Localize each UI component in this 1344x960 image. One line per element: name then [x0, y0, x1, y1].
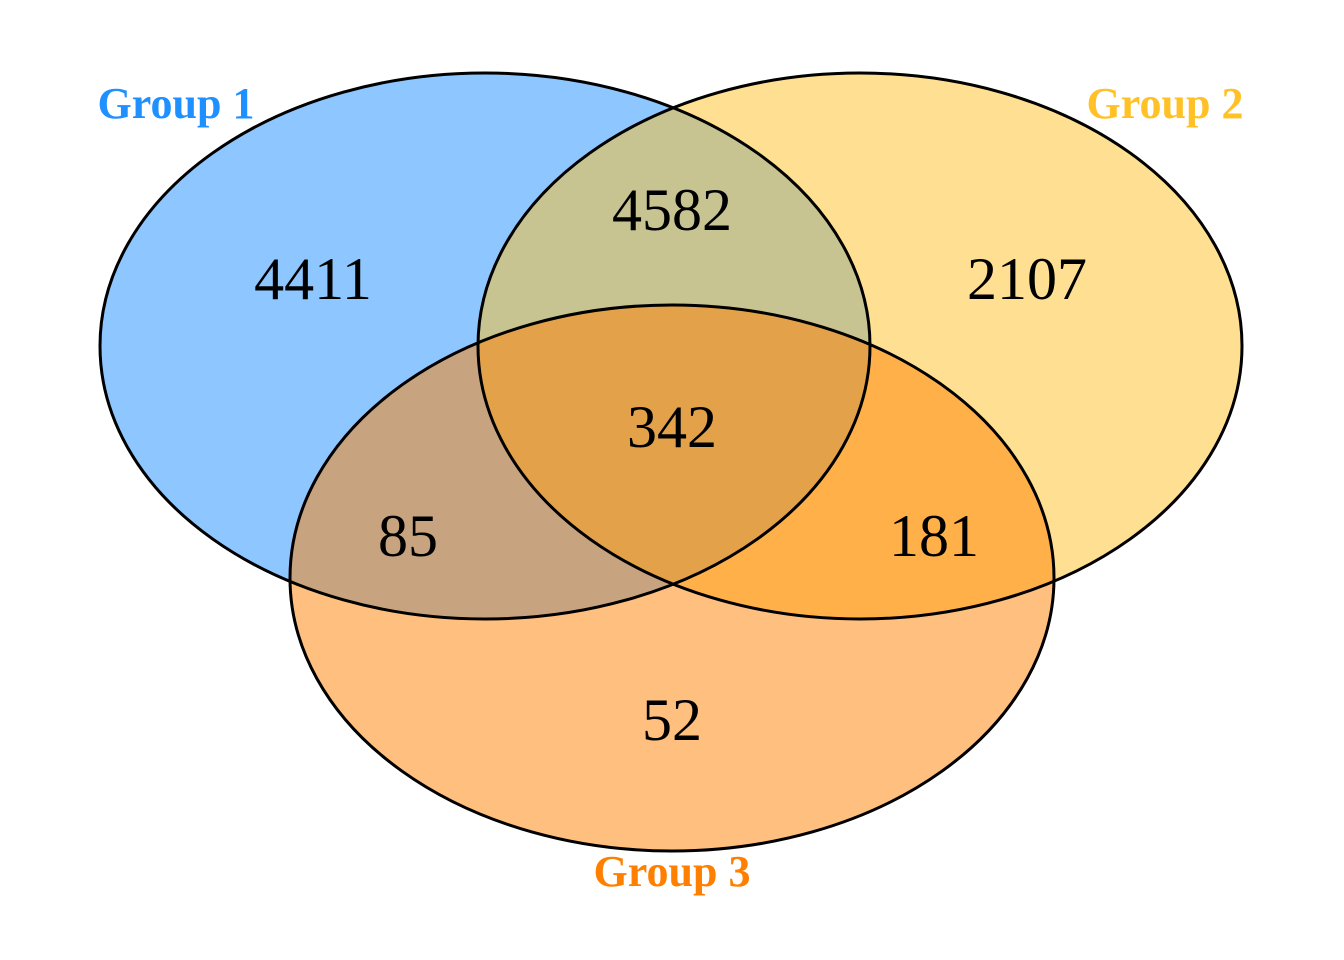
- group-1-label: Group 1: [98, 79, 255, 128]
- count-all-groups: 342: [627, 394, 717, 460]
- group-2-label: Group 2: [1087, 79, 1244, 128]
- count-group-1-3: 85: [378, 503, 438, 569]
- count-group-1-only: 4411: [254, 246, 372, 312]
- count-group-2-3: 181: [889, 503, 979, 569]
- group-3-ellipse: [290, 305, 1054, 851]
- group-3-label: Group 3: [594, 847, 751, 896]
- count-group-3-only: 52: [642, 687, 702, 753]
- group-3-outline: [288, 303, 1056, 853]
- count-group-2-only: 2107: [967, 246, 1087, 312]
- count-group-1-2: 4582: [612, 177, 732, 243]
- group-2-outline: [476, 71, 1244, 621]
